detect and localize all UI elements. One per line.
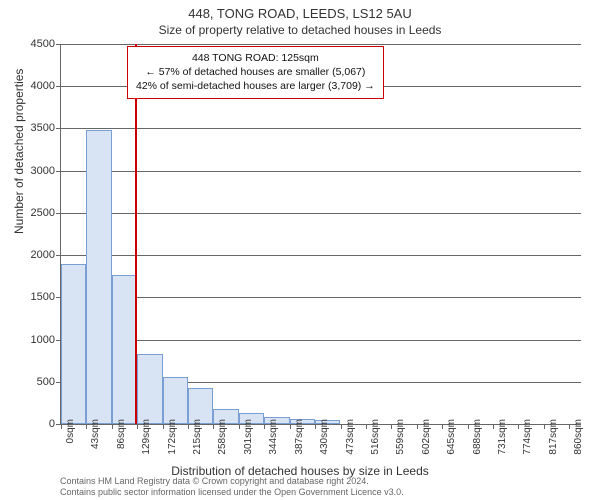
xtick-mark <box>518 424 519 429</box>
xtick-mark <box>544 424 545 429</box>
footer-line-2: Contains public sector information licen… <box>60 487 404 498</box>
ytick-label: 2000 <box>15 249 55 261</box>
xtick-mark <box>213 424 214 429</box>
xtick-mark <box>391 424 392 429</box>
ytick-mark <box>56 171 61 172</box>
ytick-label: 1500 <box>15 291 55 303</box>
xtick-mark <box>366 424 367 429</box>
xtick-label: 129sqm <box>141 419 152 455</box>
footer-attribution: Contains HM Land Registry data © Crown c… <box>60 476 404 499</box>
chart-area: 0500100015002000250030003500400045000sqm… <box>60 44 580 424</box>
histogram-bar <box>86 130 111 424</box>
xtick-mark <box>468 424 469 429</box>
xtick-label: 215sqm <box>192 419 203 455</box>
gridline <box>61 44 581 45</box>
gridline <box>61 297 581 298</box>
xtick-label: 430sqm <box>319 419 330 455</box>
xtick-label: 172sqm <box>167 419 178 455</box>
xtick-mark <box>163 424 164 429</box>
xtick-label: 774sqm <box>522 419 533 455</box>
ytick-mark <box>56 86 61 87</box>
xtick-label: 258sqm <box>217 419 228 455</box>
gridline <box>61 255 581 256</box>
xtick-label: 0sqm <box>65 419 76 443</box>
xtick-mark <box>264 424 265 429</box>
ytick-label: 4500 <box>15 38 55 50</box>
histogram-bar <box>163 377 188 424</box>
annotation-line: ← 57% of detached houses are smaller (5,… <box>136 65 375 79</box>
xtick-label: 387sqm <box>294 419 305 455</box>
annotation-line: 42% of semi-detached houses are larger (… <box>136 79 375 93</box>
property-marker-line <box>135 44 137 424</box>
xtick-mark <box>341 424 342 429</box>
xtick-label: 301sqm <box>243 419 254 455</box>
gridline <box>61 340 581 341</box>
ytick-label: 500 <box>15 376 55 388</box>
ytick-mark <box>56 44 61 45</box>
gridline <box>61 213 581 214</box>
xtick-mark <box>86 424 87 429</box>
xtick-mark <box>112 424 113 429</box>
ytick-mark <box>56 255 61 256</box>
xtick-mark <box>417 424 418 429</box>
ytick-label: 0 <box>15 418 55 430</box>
annotation-box: 448 TONG ROAD: 125sqm← 57% of detached h… <box>127 46 384 99</box>
ytick-label: 3500 <box>15 122 55 134</box>
xtick-mark <box>239 424 240 429</box>
xtick-mark <box>188 424 189 429</box>
footer-line-1: Contains HM Land Registry data © Crown c… <box>60 476 404 487</box>
xtick-mark <box>137 424 138 429</box>
xtick-mark <box>61 424 62 429</box>
xtick-mark <box>290 424 291 429</box>
ytick-label: 3000 <box>15 165 55 177</box>
histogram-bar <box>137 354 162 424</box>
xtick-label: 86sqm <box>116 419 127 449</box>
xtick-mark <box>569 424 570 429</box>
plot-region: 0500100015002000250030003500400045000sqm… <box>60 44 581 425</box>
ytick-mark <box>56 213 61 214</box>
xtick-label: 645sqm <box>446 419 457 455</box>
xtick-label: 559sqm <box>395 419 406 455</box>
xtick-label: 860sqm <box>573 419 584 455</box>
ytick-mark <box>56 128 61 129</box>
chart-subtitle: Size of property relative to detached ho… <box>0 21 600 37</box>
histogram-bar <box>112 275 137 424</box>
ytick-label: 1000 <box>15 334 55 346</box>
xtick-mark <box>493 424 494 429</box>
annotation-line: 448 TONG ROAD: 125sqm <box>136 51 375 65</box>
xtick-label: 43sqm <box>90 419 101 449</box>
ytick-label: 4000 <box>15 80 55 92</box>
xtick-label: 344sqm <box>268 419 279 455</box>
gridline <box>61 128 581 129</box>
xtick-label: 516sqm <box>370 419 381 455</box>
xtick-label: 473sqm <box>345 419 356 455</box>
page-title: 448, TONG ROAD, LEEDS, LS12 5AU <box>0 0 600 21</box>
ytick-label: 2500 <box>15 207 55 219</box>
xtick-mark <box>315 424 316 429</box>
xtick-mark <box>442 424 443 429</box>
gridline <box>61 171 581 172</box>
xtick-label: 817sqm <box>548 419 559 455</box>
xtick-label: 731sqm <box>497 419 508 455</box>
histogram-bar <box>61 264 86 424</box>
xtick-label: 688sqm <box>472 419 483 455</box>
xtick-label: 602sqm <box>421 419 432 455</box>
